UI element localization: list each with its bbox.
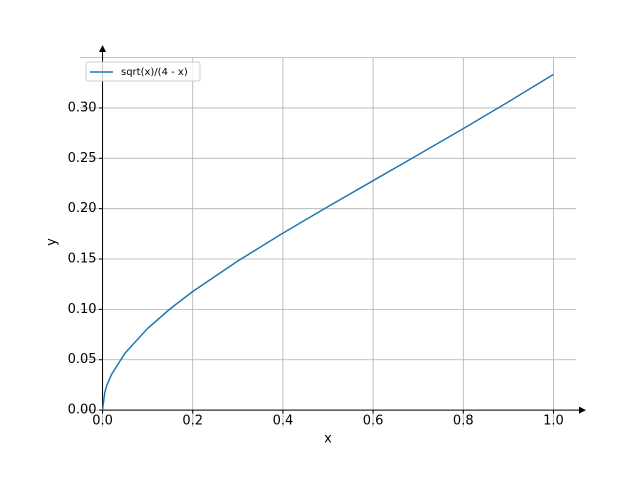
- x-tick-label: 0.2: [182, 414, 203, 429]
- x-tick-label: 1.0: [543, 414, 564, 429]
- y-tick-label: 0.30: [68, 100, 97, 115]
- y-tick-label: 0.15: [68, 252, 97, 267]
- line: [101, 73, 554, 411]
- y-tick-label: 0.00: [68, 403, 97, 418]
- y-axis-label: y: [45, 238, 60, 246]
- y-tick-label: 0.10: [68, 302, 97, 317]
- x-tick-label: 0.6: [363, 414, 384, 429]
- x-tick-label: 0.8: [453, 414, 474, 429]
- x-tick-label: 0.4: [273, 414, 294, 429]
- x-tick-label: 0.0: [92, 414, 113, 429]
- y-tick-label: 0.05: [68, 352, 97, 367]
- y-tick-label: 0.20: [68, 201, 97, 216]
- y-axis-arrow: [99, 45, 107, 52]
- legend-label: sqrt(x)/(4 - x): [121, 67, 188, 78]
- x-axis-label: x: [324, 432, 332, 447]
- legend-box: [85, 61, 201, 82]
- x-axis-arrow: [579, 406, 586, 414]
- y-tick-label: 0.25: [68, 151, 97, 166]
